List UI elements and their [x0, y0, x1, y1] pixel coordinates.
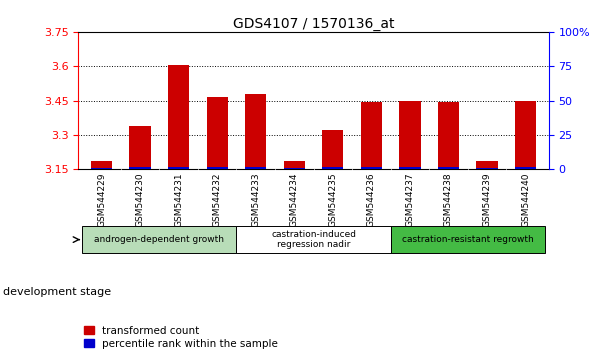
Text: development stage: development stage: [3, 287, 111, 297]
Bar: [515, 101, 536, 169]
Text: castration-resistant regrowth: castration-resistant regrowth: [402, 235, 534, 244]
Bar: [207, 97, 228, 169]
Bar: [130, 167, 151, 169]
Text: androgen-dependent growth: androgen-dependent growth: [94, 235, 224, 244]
Bar: [236, 226, 391, 253]
Text: GSM544234: GSM544234: [290, 172, 298, 227]
Text: GSM544229: GSM544229: [97, 172, 106, 227]
Text: GSM544230: GSM544230: [136, 172, 145, 227]
Bar: [515, 167, 536, 169]
Text: GSM544235: GSM544235: [329, 172, 337, 227]
Text: castration-induced
regression nadir: castration-induced regression nadir: [271, 230, 356, 249]
Bar: [168, 167, 189, 169]
Bar: [168, 65, 189, 169]
Bar: [82, 226, 236, 253]
Bar: [283, 161, 305, 169]
Bar: [438, 102, 459, 169]
Bar: [361, 167, 382, 169]
Bar: [476, 167, 497, 169]
Text: GSM544239: GSM544239: [482, 172, 491, 227]
Bar: [245, 167, 267, 169]
Text: GSM544232: GSM544232: [213, 172, 222, 227]
Text: GSM544231: GSM544231: [174, 172, 183, 227]
Bar: [399, 167, 420, 169]
Title: GDS4107 / 1570136_at: GDS4107 / 1570136_at: [233, 17, 394, 31]
Bar: [130, 126, 151, 169]
Bar: [391, 226, 545, 253]
Bar: [322, 167, 344, 169]
Bar: [361, 102, 382, 169]
Bar: [245, 94, 267, 169]
Text: GSM544237: GSM544237: [405, 172, 414, 227]
Text: GSM544240: GSM544240: [521, 172, 530, 227]
Legend: transformed count, percentile rank within the sample: transformed count, percentile rank withi…: [84, 326, 278, 349]
Text: GSM544236: GSM544236: [367, 172, 376, 227]
Bar: [91, 167, 112, 169]
Bar: [207, 167, 228, 169]
Bar: [91, 161, 112, 169]
Bar: [283, 167, 305, 169]
Text: GSM544238: GSM544238: [444, 172, 453, 227]
Bar: [476, 161, 497, 169]
Bar: [322, 130, 344, 169]
Bar: [399, 101, 420, 169]
Bar: [438, 167, 459, 169]
Text: GSM544233: GSM544233: [251, 172, 260, 227]
